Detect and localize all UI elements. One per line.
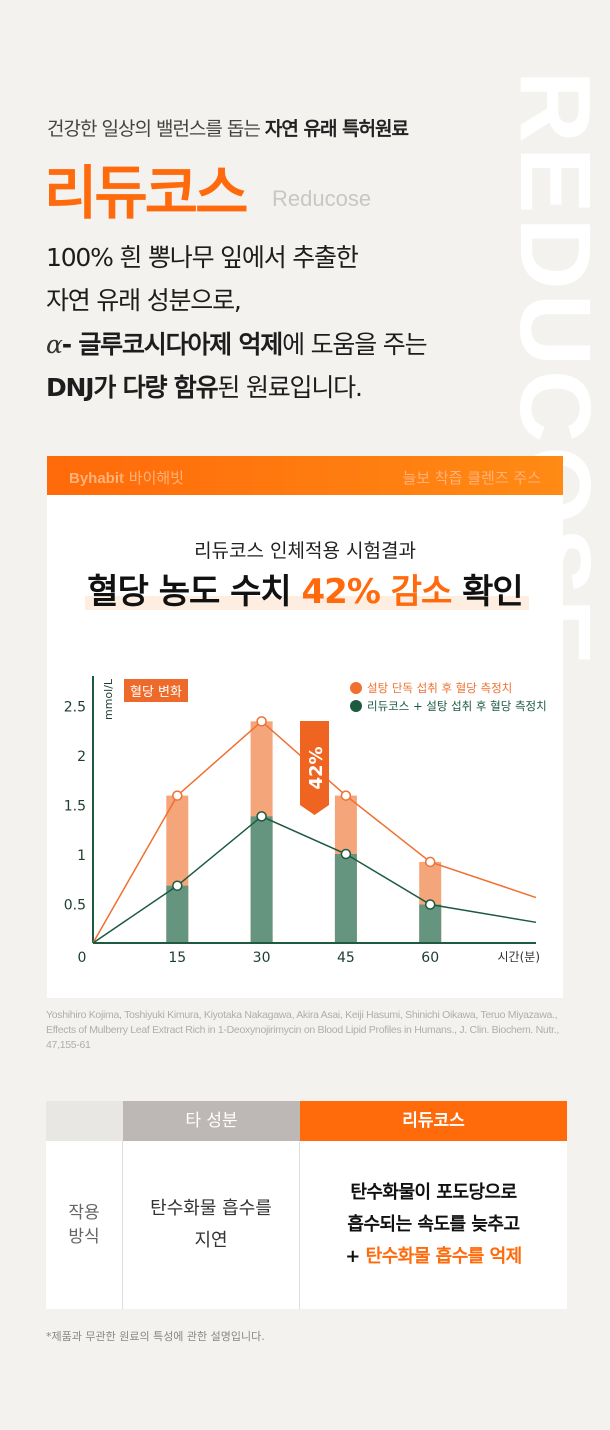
result-card: Byhabit 바이해빗 늘보 착즙 클렌즈 주스 리듀코스 인체적용 시험결과… [47,456,563,998]
headline-post: 확인 [451,572,524,612]
bar-reducose [334,854,357,943]
header-reducose: 리듀코스 [300,1101,567,1141]
course-label: 늘보 착즙 클렌즈 주스 [402,469,541,487]
point-sugar [340,790,352,801]
body-line-2: 자연 유래 성분으로, [46,286,242,315]
point-reducose [256,811,267,822]
product-title: 리듀코스 [44,159,248,227]
tag-box: 혈당 변화 [124,679,188,702]
card-subtitle: 리듀코스 인체적용 시험결과 [194,540,416,562]
brand-name: Byhabit [69,470,125,487]
reduction-label: 42% [306,746,327,789]
body-line-3: α- 글루코시다아제 억제에 도움을 주는 [46,325,428,361]
card-header-bar: Byhabit 바이해빗 늘보 착즙 클렌즈 주스 [47,456,563,495]
cell-line: + 탄수화물 흡수를 억제 [345,1241,523,1273]
x-tick-label: 30 [253,950,271,966]
headline-pre: 혈당 농도 수치 [87,572,302,612]
y-axis-label: mmol/L [102,678,115,720]
citation: Yoshihiro Kojima, Toshiyuki Kimura, Kiyo… [46,1009,559,1051]
product-title-en: Reducose [272,186,372,211]
point-sugar [172,790,183,801]
cell-line: 흡수되는 속도를 늦추고 [347,1214,520,1235]
point-sugar [424,856,436,868]
cell-accent: 탄수화물 흡수를 억제 [365,1246,523,1267]
tagline-bold: 자연 유래 특허원료 [264,118,409,140]
body-line-1: 100% 흰 뽕나무 잎에서 추출한 [46,243,359,272]
row-label-line: 방식 [68,1227,100,1247]
body-line-4: DNJ가 다량 함유된 원료입니다. [46,368,363,404]
y-tick-label: 1 [77,848,86,864]
legend: 설탕 단독 섭취 후 혈당 측정치 리듀코스 + 설탕 섭취 후 혈당 측정치 [350,681,547,713]
x-tick-label: 0 [78,950,87,966]
table-corner [46,1101,123,1141]
row-label-line: 작용 [68,1203,100,1223]
header-other: 타 성분 [123,1101,300,1141]
card-headline: 혈당 농도 수치 42% 감소 확인 [47,564,563,613]
body-text: 된 원료입니다. [217,373,362,402]
body-text: 에 도움을 주는 [282,330,427,359]
y-tick-label: 2 [77,749,86,765]
brand-label: Byhabit 바이해빗 [69,467,184,488]
body-bold: - 글루코시다아제 억제 [61,330,284,359]
brand-name-kr: 바이해빗 [124,469,184,487]
cell-line: 탄수화물이 포도당으로 [350,1182,517,1203]
tag-label: 혈당 변화 [130,685,182,700]
body-bold: DNJ가 다량 함유 [46,373,219,402]
plus-sign: + [345,1246,366,1267]
blood-sugar-chart: 0.511.522.50 15 30 45 60 혈당 변화 mmol/L 시간(분) … [64,676,547,966]
x-axis-label: 시간(분) [498,950,540,964]
reduction-arrow: 42% [300,721,329,815]
cell-line: 탄수화물 흡수를 [150,1198,272,1219]
legend-marker-sugar [350,682,362,694]
bar-reducose [419,904,442,943]
bar-reducose [250,816,273,943]
y-tick-label: 2.5 [64,700,86,716]
cell-line: 지연 [194,1230,228,1251]
legend-label-sugar: 설탕 단독 섭취 후 혈당 측정치 [367,681,512,695]
y-tick-label: 1.5 [64,799,86,815]
alpha-symbol: α [46,330,63,359]
point-reducose [340,848,352,860]
footnote: *제품과 무관한 원료의 특성에 관한 설명입니다. [46,1330,265,1343]
point-sugar [256,716,267,727]
headline-accent: 42% 감소 [301,572,453,612]
y-tick-label: 0.5 [64,898,86,914]
x-tick-label: 45 [337,950,355,966]
tagline: 건강한 일상의 밸런스를 돕는 자연 유래 특허원료 [47,114,409,141]
headline-highlight [85,596,529,610]
point-reducose [424,899,436,910]
bar-reducose [166,885,189,943]
line-reducose [92,815,537,944]
x-tick-label: 15 [168,950,186,966]
tagline-normal: 건강한 일상의 밸런스를 돕는 [47,118,265,140]
legend-marker-reducose [350,700,362,712]
legend-label-reducose: 리듀코스 + 설탕 섭취 후 혈당 측정치 [367,699,547,713]
point-reducose [172,880,183,891]
x-tick-label: 60 [421,950,439,966]
